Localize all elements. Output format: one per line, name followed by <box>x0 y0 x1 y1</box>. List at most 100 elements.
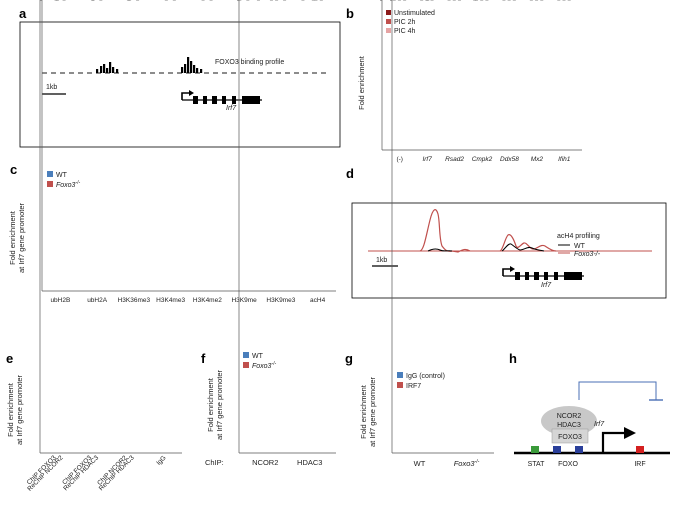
legend-label: WT <box>56 172 68 179</box>
legend-d-wt: WT <box>574 243 586 250</box>
foxo-site-2 <box>575 446 583 453</box>
x-tick-label: ubH2B <box>50 297 70 304</box>
y-tick-label: 8 <box>385 0 389 2</box>
panel-label-e: e <box>6 351 13 366</box>
y-tick-label: 2 <box>375 0 379 2</box>
x-tick-label: H3K4me2 <box>193 297 222 304</box>
legend-swatch <box>386 10 391 15</box>
panel-h: h NCOR2 HDAC3 FOXO3 Irf7 STAT FOXO IRF <box>509 351 670 468</box>
exon <box>554 272 558 280</box>
legend-label: PIC 4h <box>394 28 416 35</box>
y-tick-label: 2 <box>385 0 389 2</box>
legend-label: Foxo3-/- <box>56 180 81 189</box>
y-tick-label: 4 <box>375 0 379 2</box>
panel-label-d: d <box>346 166 354 181</box>
ach4-profile-track <box>368 209 652 253</box>
scale-label-a: 1kb <box>46 84 57 91</box>
binding-peak <box>103 64 106 73</box>
exon <box>544 272 548 280</box>
exon <box>242 96 260 104</box>
binding-peak <box>100 66 103 73</box>
x-tick-label: H3K9me <box>231 297 257 304</box>
y-tick-label: 10 <box>372 0 380 2</box>
site-label-irf: IRF <box>634 461 645 468</box>
binding-peak <box>181 67 184 73</box>
legend-swatch <box>243 362 249 368</box>
foxo3-box-label: FOXO3 <box>558 434 582 441</box>
panel-a-title: FOXO3 binding profile <box>215 59 284 66</box>
x-tick-label: HDAC3 <box>297 458 322 467</box>
legend-swatch <box>397 372 403 378</box>
x-tick-label: acH4 <box>310 297 326 304</box>
panel-g: g 02468101214WTFoxo3-/-Fold enrichmentat… <box>345 0 494 468</box>
repression-line <box>578 381 657 400</box>
y-tick-label: 14 <box>382 0 390 2</box>
irf7-gene-model-a <box>181 90 262 104</box>
ko-peak-1 <box>419 209 471 253</box>
ko-peak-2 <box>499 234 557 252</box>
y-tick-label: 12 <box>372 0 380 2</box>
panel-label-b: b <box>346 6 354 21</box>
legend-label: Foxo3-/- <box>252 361 277 370</box>
tss-arrow-line <box>601 431 625 453</box>
panel-f: f 01020304050 NCOR2 HDAC3 ChIP: Fold enrichm… <box>201 0 336 467</box>
panel-a-frame <box>19 21 341 148</box>
exon <box>525 272 529 280</box>
gene-label-a: Irf7 <box>226 105 237 112</box>
binding-peak <box>116 69 119 73</box>
y-tick-label: 60 <box>32 0 40 2</box>
binding-peak <box>109 62 112 73</box>
legend-swatch <box>386 19 391 24</box>
tss-arrow-head <box>510 266 515 272</box>
exon <box>534 272 539 280</box>
binding-peak <box>196 68 199 73</box>
foxo-site-1 <box>553 446 561 453</box>
gene-label-h: Irf7 <box>594 421 605 428</box>
x-tick-label: Ifih1 <box>558 156 571 163</box>
chart-b: 024681012(-)Irf7Rsad2Cmpk2Ddx58Mx2Ifih1F… <box>357 0 582 163</box>
x-tick-label: Mx2 <box>531 156 544 163</box>
binding-peak <box>193 65 196 73</box>
exon <box>203 96 207 104</box>
x-tick-label: Foxo3-/- <box>454 459 480 468</box>
panel-label-c: c <box>10 162 17 177</box>
y-tick-label: 40 <box>229 0 237 2</box>
binding-peak <box>112 67 115 73</box>
y-tick-label: 12 <box>382 0 390 2</box>
foxo3-binding-track <box>42 57 326 74</box>
tss-arrow <box>502 268 511 276</box>
y-axis-label-2: at Irf7 gene promoter <box>368 376 377 447</box>
y-axis-label-2: at Irf7 gene promoter <box>15 374 24 445</box>
y-tick-label: 0 <box>232 0 236 2</box>
legend-swatch <box>47 171 53 177</box>
irf7-gene-model-d <box>502 266 584 280</box>
legend-label: Unstimulated <box>394 10 435 17</box>
y-tick-label: 100 <box>28 0 39 2</box>
y-axis-label-2: at Irf7 gene promoter <box>17 202 26 273</box>
legend-d-ko: Foxo3-/- <box>574 251 601 258</box>
x-tick-label: H3K4me3 <box>156 297 185 304</box>
exon <box>515 272 520 280</box>
stat-site <box>531 446 539 453</box>
y-tick-label: 80 <box>32 0 40 2</box>
x-tick-label: H3K36me3 <box>118 297 151 304</box>
y-tick-label: 10 <box>229 0 237 2</box>
irf-site <box>636 446 644 453</box>
panel-label-f: f <box>201 351 206 366</box>
exon <box>212 96 217 104</box>
y-axis-label-2: at Irf7 gene promoter <box>215 369 224 440</box>
legend-swatch <box>47 181 53 187</box>
foxo3-box <box>551 428 589 444</box>
x-tick-label: Cmpk2 <box>472 156 493 163</box>
binding-peak <box>190 61 193 73</box>
y-axis-label-1: Fold enrichment <box>359 384 368 439</box>
panel-label-g: g <box>345 351 353 366</box>
complex-label-ncor2: NCOR2 <box>557 413 582 420</box>
wt-peaks <box>427 243 545 252</box>
y-tick-label: 10 <box>382 0 390 2</box>
binding-peak <box>200 69 203 73</box>
scale-label-d: 1kb <box>376 257 387 264</box>
legend-label: IgG (control) <box>406 373 445 380</box>
y-tick-label: 6 <box>375 0 379 2</box>
